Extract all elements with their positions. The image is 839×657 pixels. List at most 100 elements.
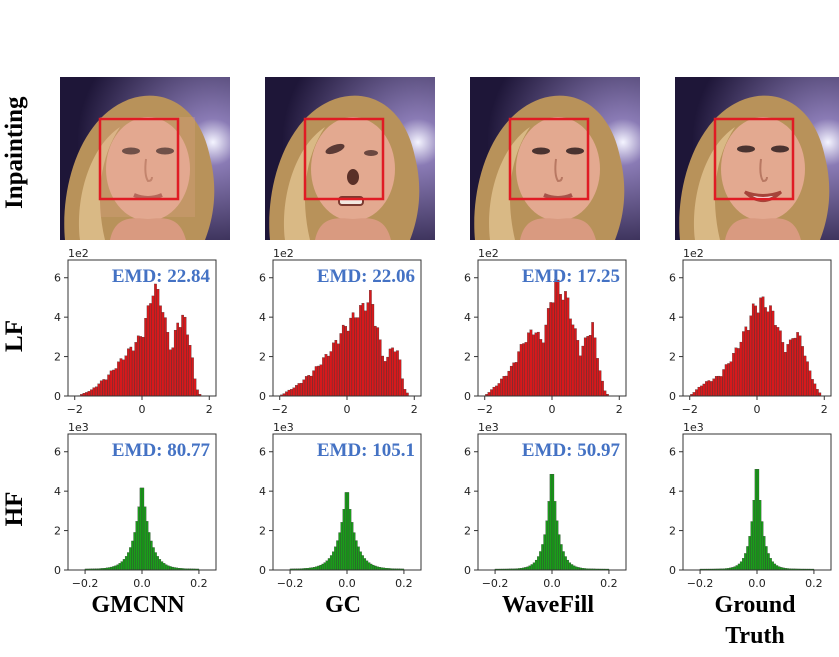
lf-bar [756, 312, 760, 397]
lf-bar [603, 390, 607, 397]
lf-bar [307, 375, 311, 397]
lf-bar [500, 378, 503, 397]
lf-bar [166, 332, 170, 397]
hf-bar [562, 551, 565, 571]
y-tick-label: 6 [54, 272, 61, 285]
y-tick-label: 4 [464, 485, 471, 498]
y-tick-label: 2 [464, 525, 471, 538]
hf-bar [118, 563, 121, 571]
lf-bar [509, 365, 513, 397]
lf-bar [151, 295, 155, 397]
hf-bar [528, 565, 531, 571]
y-tick-label: 0 [54, 564, 61, 577]
hf-bar [374, 565, 377, 571]
hf-bar [152, 547, 155, 571]
lf-bar [771, 310, 775, 397]
hf-bar [133, 532, 136, 571]
lf-bar [396, 350, 399, 397]
y-tick-label: 4 [259, 311, 266, 324]
hf-bar [752, 500, 755, 571]
hf-bar [372, 564, 375, 571]
hf-bar [332, 551, 335, 571]
hf-bar [750, 521, 753, 571]
hf-bar [551, 473, 555, 571]
lf-bar [487, 392, 491, 397]
y-tick-label: 2 [464, 351, 471, 364]
lf-bar [744, 326, 748, 397]
lf-bar [722, 369, 725, 397]
lf-bar [302, 379, 306, 397]
face-image-gmcnn [60, 77, 230, 240]
lf-bar [344, 326, 348, 397]
lf-bar [95, 386, 98, 397]
lf-bar [334, 339, 338, 397]
lf-bar [793, 337, 797, 397]
lf-bar [173, 329, 177, 397]
lf-bar [596, 358, 599, 397]
hf-histogram-gc: 0 2 4 6 −0.2 0.0 0.2 1e3 EMD: 105.1 [235, 421, 430, 597]
lf-histogram-gmcnn: 0 2 4 6 −2 0 2 1e2 EMD: 22.84 [30, 247, 225, 423]
lf-bar [141, 336, 145, 397]
face-image-wavefill [470, 77, 640, 240]
lf-bar [90, 389, 93, 397]
hf-bar [534, 559, 538, 571]
hf-bar [163, 563, 166, 571]
lf-bar [349, 317, 352, 397]
hf-bar [141, 487, 145, 571]
lf-bar [764, 307, 767, 397]
hf-bar [160, 561, 164, 571]
x-tick-label: 0.0 [133, 577, 151, 590]
lf-bar [322, 357, 325, 397]
lf-bar [601, 380, 604, 397]
hf-bar [570, 564, 574, 571]
lf-bar [369, 290, 372, 397]
lf-bar [171, 347, 175, 397]
row-label-lf: LF [1, 320, 28, 352]
lf-bar [169, 349, 172, 397]
hf-bar [735, 565, 738, 571]
scale-label: 1e2 [273, 247, 294, 260]
hf-bar [342, 509, 345, 571]
lf-bar [107, 374, 110, 397]
y-tick-label: 2 [54, 351, 61, 364]
lf-bar [364, 310, 367, 397]
emd-label: EMD: 22.06 [317, 266, 415, 287]
lf-bar [371, 304, 375, 397]
lf-bar [193, 378, 197, 397]
emd-label: EMD: 50.97 [522, 440, 621, 461]
hf-bar [758, 500, 762, 571]
mask-box [98, 117, 180, 201]
lf-bar [566, 297, 570, 397]
lf-bar [554, 279, 557, 397]
lf-bar [707, 380, 711, 397]
lf-bar [788, 339, 792, 397]
lf-bar [527, 332, 530, 397]
y-tick-label: 0 [54, 390, 61, 403]
hf-bar [370, 563, 373, 571]
x-tick-label: −2 [272, 403, 288, 416]
hf-bar [376, 566, 379, 571]
x-tick-label: 0 [344, 403, 351, 416]
lf-bar [729, 361, 733, 397]
y-tick-label: 4 [669, 485, 676, 498]
lf-bar [710, 381, 713, 397]
col-label-gc: GC [325, 592, 361, 618]
hf-bar [545, 520, 548, 571]
hf-bar [556, 520, 559, 571]
hf-bar [573, 565, 576, 571]
hf-bar [319, 564, 322, 571]
lf-histogram-gc: 0 2 4 6 −2 0 2 1e2 EMD: 22.06 [235, 247, 430, 423]
y-tick-label: 2 [669, 351, 676, 364]
lf-bar [398, 359, 402, 397]
lf-bar [759, 297, 762, 397]
col-label-wavefill: WaveFill [502, 592, 594, 618]
lf-bar [559, 294, 562, 397]
lf-bar [588, 335, 592, 397]
y-tick-label: 0 [669, 390, 676, 403]
lf-bar [161, 312, 165, 397]
hf-bar [135, 521, 138, 571]
lf-bar [586, 336, 590, 397]
x-tick-label: 0.2 [805, 577, 823, 590]
lf-bar [514, 362, 518, 397]
y-tick-label: 4 [54, 311, 61, 324]
